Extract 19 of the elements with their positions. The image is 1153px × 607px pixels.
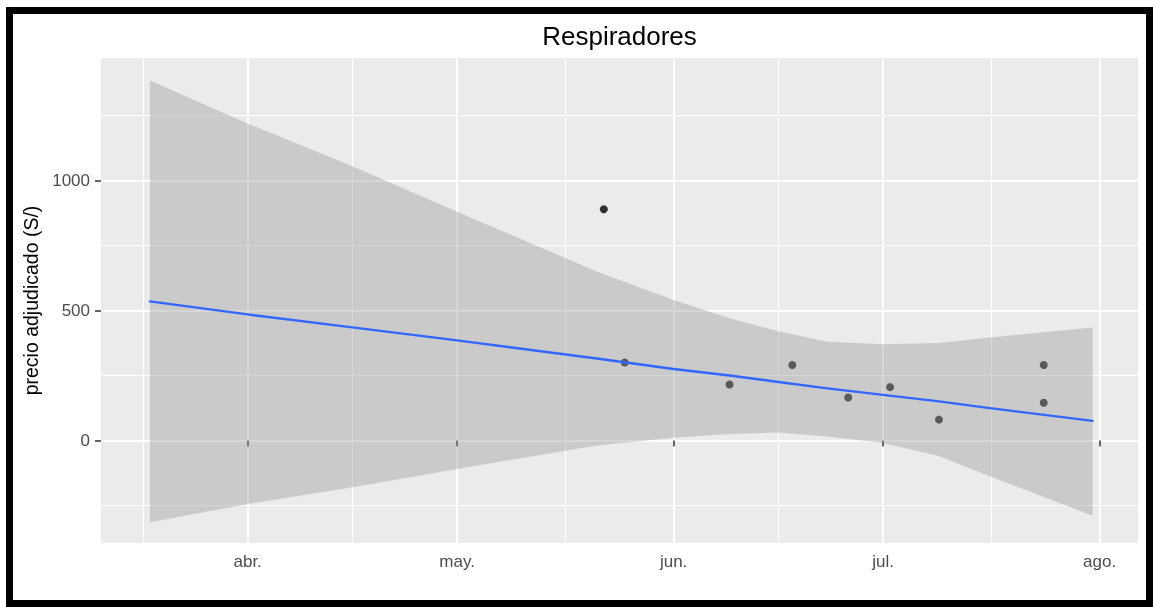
x-tick-label: jul. — [871, 552, 894, 571]
chart-title: Respiradores — [542, 21, 697, 51]
x-tick-label: may. — [439, 552, 475, 571]
point — [886, 383, 895, 392]
y-axis-title: precio adjudicado (S/) — [20, 205, 43, 396]
x-tick-label: ago. — [1083, 552, 1117, 571]
x-tick-label: abr. — [233, 552, 262, 571]
point — [844, 393, 853, 402]
point — [599, 205, 608, 214]
y-tick-label: 500 — [61, 301, 90, 320]
x-tick-label: jun. — [658, 552, 688, 571]
point — [725, 380, 734, 389]
point — [1039, 361, 1048, 370]
point — [934, 415, 943, 424]
point — [1039, 398, 1048, 407]
y-tick-label: 0 — [80, 430, 90, 450]
line-series — [148, 300, 1094, 423]
point — [788, 361, 797, 370]
y-tick-label: 1000 — [52, 171, 90, 191]
